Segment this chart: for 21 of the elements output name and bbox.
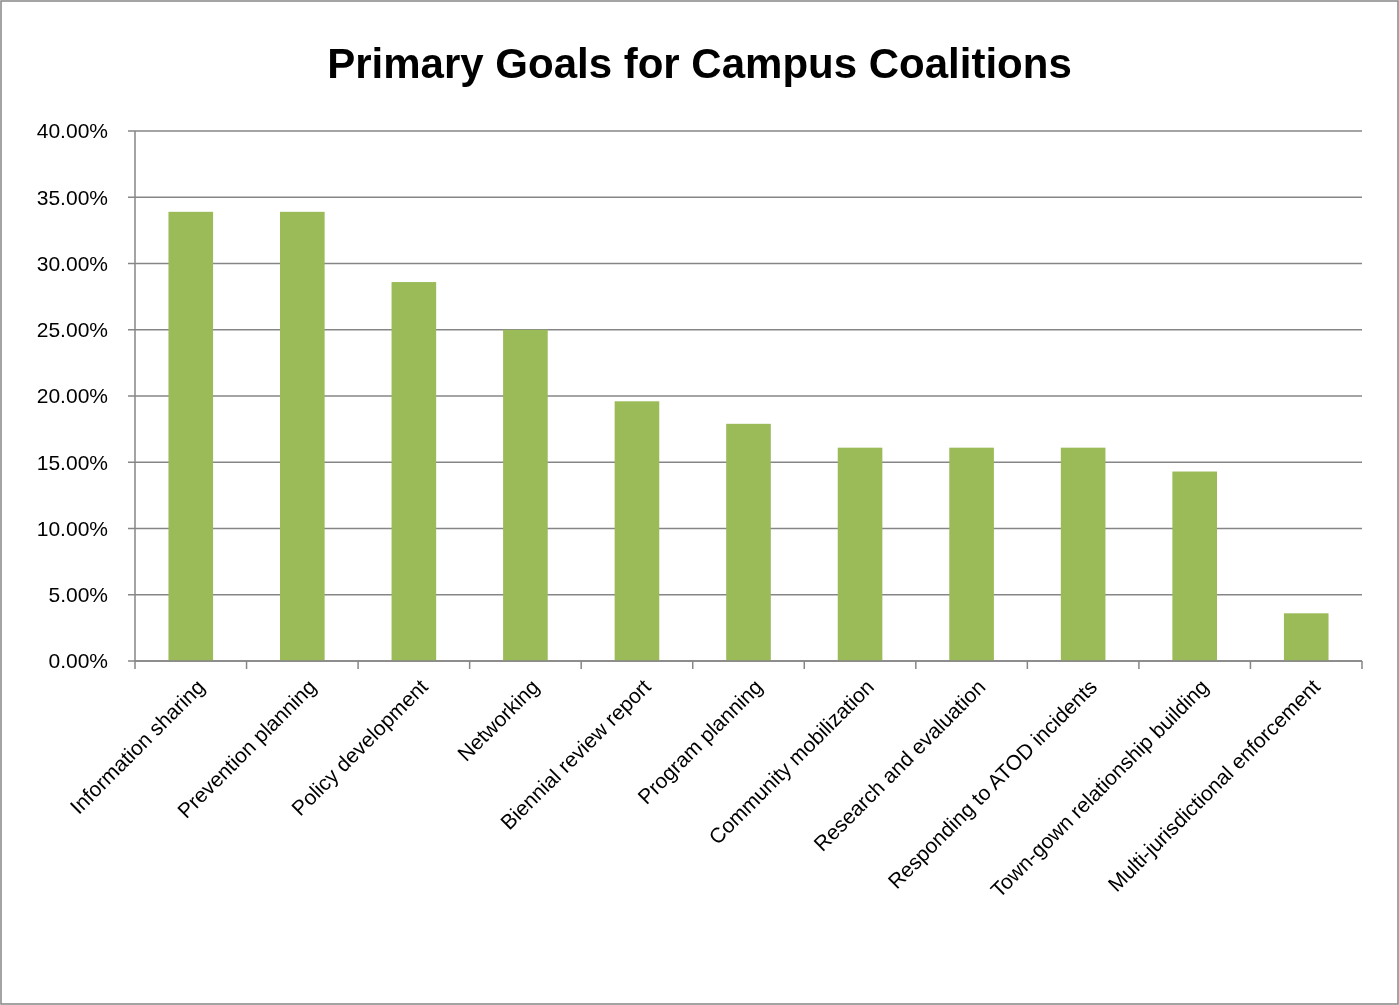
bar [503, 329, 548, 661]
y-tick-label: 10.00% [36, 516, 108, 540]
bar [1283, 613, 1329, 661]
y-tick-label: 25.00% [36, 318, 108, 342]
y-tick-label: 15.00% [36, 450, 108, 474]
y-tick-label: 40.00% [36, 119, 108, 143]
bar [837, 447, 883, 661]
y-tick-label: 30.00% [36, 251, 108, 275]
bar [168, 211, 214, 661]
y-tick-label: 35.00% [36, 185, 108, 209]
y-tick-label: 5.00% [48, 583, 108, 607]
bar [726, 423, 771, 661]
bar [1060, 447, 1106, 661]
bar [280, 211, 325, 661]
y-tick-label: 0.00% [48, 649, 108, 673]
chart-title: Primary Goals for Campus Coalitions [327, 40, 1072, 87]
bar [949, 447, 994, 661]
bar [614, 401, 660, 661]
y-tick-label: 20.00% [36, 384, 108, 408]
bar [1172, 471, 1217, 661]
bar [391, 282, 437, 661]
